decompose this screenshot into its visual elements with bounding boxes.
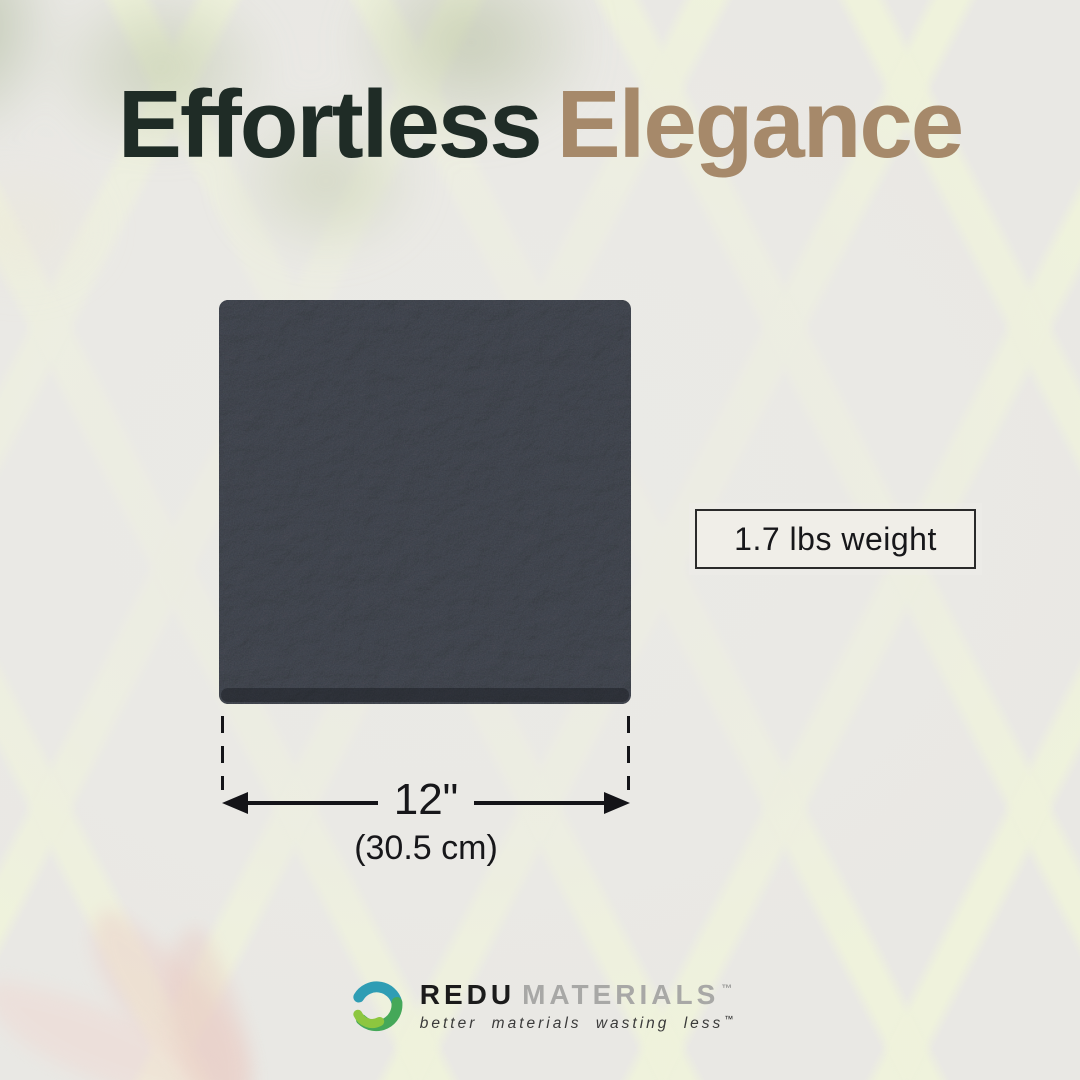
brand-name-redu: REDU <box>419 979 516 1010</box>
width-dimension-arrow: 12" <box>222 775 630 827</box>
title-word-elegance: Elegance <box>556 71 965 178</box>
page-title: Effortless Elegance <box>0 70 1080 180</box>
paver-product-image <box>217 298 633 708</box>
brand-name: REDU MATERIALS ™ <box>420 981 734 1009</box>
arrow-line-left <box>248 801 378 805</box>
paver-texture-graphic <box>219 300 631 704</box>
weight-callout: 1.7 lbs weight <box>695 509 976 569</box>
brand-text-block: REDU MATERIALS ™ better materials wasting … <box>420 981 734 1033</box>
weight-label: 1.7 lbs weight <box>734 520 937 557</box>
tagline-trademark-symbol: ™ <box>724 1014 734 1024</box>
trademark-symbol: ™ <box>721 983 733 995</box>
dimension-dashed-line-right <box>627 716 630 790</box>
arrow-line-right <box>474 801 604 805</box>
brand-tagline-line: better materials wasting less™ <box>419 1014 734 1033</box>
dimension-dashed-line-left <box>221 716 224 790</box>
title-word-effortless: Effortless <box>117 71 543 178</box>
brand-logo: REDU MATERIALS ™ better materials wasting … <box>0 978 1080 1036</box>
swirl-recycle-icon <box>347 978 405 1036</box>
brand-name-materials: MATERIALS <box>522 979 720 1010</box>
swirl-icon-graphic <box>353 981 403 1032</box>
arrowhead-right-icon <box>604 792 630 814</box>
width-cm-label: (30.5 cm) <box>354 829 498 867</box>
arrowhead-left-icon <box>222 792 248 814</box>
width-inches-label: 12" <box>393 775 459 824</box>
brand-tagline: better materials wasting less <box>419 1015 724 1032</box>
